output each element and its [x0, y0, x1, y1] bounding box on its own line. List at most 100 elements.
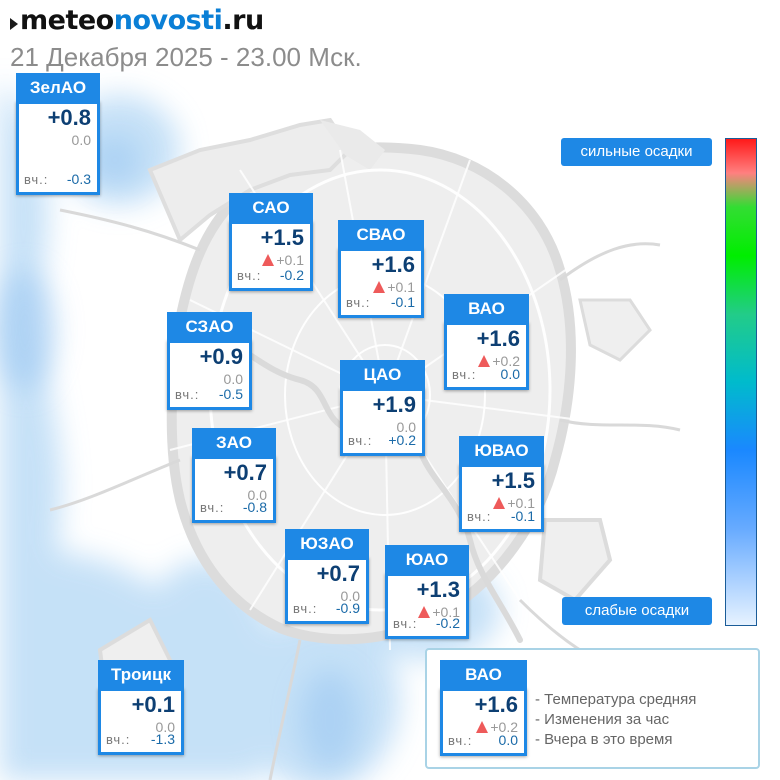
district-name: ЦАО: [340, 360, 425, 390]
rise-triangle-icon: [418, 606, 431, 618]
temperature-value: +1.5: [491, 468, 535, 493]
legend-sample-card: ВАО +1.6 +0.2 вч.: 0.0: [440, 660, 527, 756]
yesterday-label: вч.:: [106, 732, 131, 747]
district-name: ВАО: [444, 294, 529, 324]
yesterday-value: -1.3: [150, 731, 175, 747]
temperature-value: +0.1: [131, 692, 175, 717]
district-name: СЗАО: [167, 312, 252, 342]
hourly-change-value: +0.1: [507, 495, 535, 511]
hourly-change-value: 0.0: [223, 371, 243, 387]
rise-triangle-icon: [478, 355, 491, 367]
district-card-yuzao: ЮЗАО +0.7 0.0 вч.: -0.9: [285, 529, 369, 624]
district-name: ЗелАО: [16, 73, 100, 103]
yesterday-value: -0.2: [279, 267, 304, 283]
rise-triangle-icon: [493, 497, 506, 509]
hourly-change: +0.1: [418, 604, 460, 620]
legend-line-yesterday: - Вчера в это время: [535, 731, 673, 748]
district-name: Троицк: [98, 660, 184, 690]
logo-text-meteo: meteo: [20, 5, 114, 36]
district-card-zelao: ЗелАО +0.8 0.0 вч.: -0.3: [16, 73, 100, 195]
district-name: СВАО: [338, 220, 424, 250]
yesterday-value: -0.2: [435, 615, 460, 631]
temperature-value: +1.6: [371, 252, 415, 277]
yesterday-value: -0.5: [218, 386, 243, 402]
legend-descriptions: - Температура средняя - Изменения за час…: [535, 690, 696, 750]
yesterday-label: вч.:: [237, 268, 262, 283]
scale-bottom-label: слабые осадки: [562, 597, 712, 625]
hourly-change-value: 0.0: [71, 132, 91, 148]
district-name: ЮВАО: [459, 436, 544, 466]
rise-triangle-icon: [476, 721, 489, 733]
yesterday-label: вч.:: [200, 500, 225, 515]
district-card-szao: СЗАО +0.9 0.0 вч.: -0.5: [167, 312, 252, 410]
district-name: ЮАО: [385, 545, 469, 575]
legend-sample-yesterday-label: вч.:: [448, 733, 473, 748]
logo-arrow-icon: [10, 18, 18, 30]
legend-sample-name: ВАО: [440, 660, 527, 690]
yesterday-label: вч.:: [346, 295, 371, 310]
yesterday-value: -0.9: [335, 600, 360, 616]
date-time-subtitle: 21 Декабря 2025 - 23.00 Мск.: [10, 42, 362, 72]
site-logo[interactable]: meteo novosti .ru: [10, 4, 362, 38]
legend-sample-yesterday-value: 0.0: [498, 732, 518, 748]
hourly-change-value: +0.2: [492, 353, 520, 369]
district-card-yuao: ЮАО +1.3 +0.1 вч.: -0.2: [385, 545, 469, 639]
hourly-change-value: 0.0: [396, 419, 416, 435]
legend-line-temperature: - Температура средняя: [535, 691, 697, 708]
yesterday-value: -0.8: [242, 499, 267, 515]
logo-text-domain: .ru: [222, 5, 264, 36]
hourly-change: 0.0: [156, 719, 175, 735]
temperature-value: +1.5: [260, 225, 304, 250]
hourly-change: +0.2: [478, 353, 520, 369]
temperature-value: +1.3: [416, 577, 460, 602]
yesterday-label: вч.:: [452, 367, 477, 382]
yesterday-value: -0.1: [510, 508, 535, 524]
district-card-svao: СВАО +1.6 +0.1 вч.: -0.1: [338, 220, 424, 318]
district-card-cao: ЦАО +1.9 0.0 вч.: +0.2: [340, 360, 425, 456]
district-name: ЗАО: [192, 428, 276, 458]
district-card-vao: ВАО +1.6 +0.2 вч.: 0.0: [444, 294, 529, 390]
yesterday-label: вч.:: [467, 509, 492, 524]
hourly-change: 0.0: [341, 588, 360, 604]
header: meteo novosti .ru 21 Декабря 2025 - 23.00 …: [10, 4, 362, 72]
yesterday-value: +0.2: [388, 432, 416, 448]
yesterday-label: вч.:: [293, 601, 318, 616]
logo-text-novosti: novosti: [113, 5, 223, 36]
yesterday-value: -0.1: [390, 294, 415, 310]
precipitation-scale-bar: [725, 138, 757, 626]
legend-sample-change-value: +0.2: [490, 719, 518, 735]
hourly-change-value: +0.1: [387, 279, 415, 295]
temperature-value: +0.7: [223, 460, 267, 485]
temperature-value: +0.8: [47, 105, 91, 130]
hourly-change: 0.0: [72, 132, 91, 148]
hourly-change: +0.1: [262, 252, 304, 268]
temperature-value: +1.6: [476, 326, 520, 351]
temperature-value: +0.9: [199, 344, 243, 369]
district-card-troick: Троицк +0.1 0.0 вч.: -1.3: [98, 660, 184, 755]
district-card-yuvao: ЮВАО +1.5 +0.1 вч.: -0.1: [459, 436, 544, 532]
hourly-change: 0.0: [248, 487, 267, 503]
legend-line-change: - Изменения за час: [535, 711, 670, 728]
hourly-change-value: +0.1: [432, 604, 460, 620]
hourly-change-value: 0.0: [340, 588, 360, 604]
legend-sample-change: +0.2: [476, 719, 518, 735]
temperature-value: +1.9: [372, 392, 416, 417]
yesterday-label: вч.:: [24, 172, 49, 187]
hourly-change: 0.0: [224, 371, 243, 387]
district-card-zao: ЗАО +0.7 0.0 вч.: -0.8: [192, 428, 276, 523]
district-card-sao: САО +1.5 +0.1 вч.: -0.2: [229, 193, 313, 291]
hourly-change-value: 0.0: [155, 719, 175, 735]
legend-sample-temperature: +1.6: [474, 692, 518, 717]
hourly-change: +0.1: [373, 279, 415, 295]
yesterday-label: вч.:: [348, 433, 373, 448]
yesterday-label: вч.:: [175, 387, 200, 402]
rise-triangle-icon: [373, 281, 386, 293]
scale-top-label: сильные осадки: [561, 138, 712, 166]
hourly-change: 0.0: [397, 419, 416, 435]
hourly-change: +0.1: [493, 495, 535, 511]
yesterday-label: вч.:: [393, 616, 418, 631]
temperature-value: +0.7: [316, 561, 360, 586]
yesterday-value: 0.0: [500, 366, 520, 382]
hourly-change-value: +0.1: [276, 252, 304, 268]
rise-triangle-icon: [262, 254, 275, 266]
